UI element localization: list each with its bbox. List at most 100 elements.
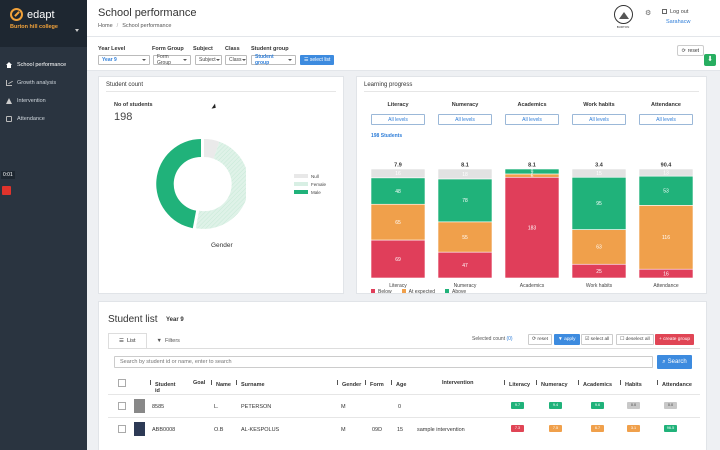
students-count-link[interactable]: 198 Students [371, 133, 403, 139]
chevron-down-icon[interactable] [75, 29, 79, 32]
bar-segment-numeracy-below[interactable] [437, 251, 493, 279]
breadcrumb: Home / School performance [98, 23, 172, 29]
col-gender[interactable]: Gender [337, 380, 361, 388]
sidebar-item-attendance[interactable]: Attendance [0, 110, 87, 128]
bar-segment-attendance-above[interactable] [638, 175, 694, 206]
col-surname[interactable]: Surname [236, 380, 265, 388]
create-group-button[interactable]: + create group [655, 334, 695, 345]
col-numeracy[interactable]: Numeracy [536, 380, 568, 388]
button-label: select all [590, 337, 610, 342]
legend-item-above[interactable]: Above [445, 289, 466, 295]
row-checkbox[interactable] [118, 402, 126, 410]
bar-segment-work-habits-na[interactable] [571, 168, 627, 178]
legend-item-null[interactable]: Null [294, 172, 326, 180]
select-all-button[interactable]: ☑ select all [581, 334, 614, 345]
col-intervention[interactable]: Intervention [442, 380, 474, 386]
col-name[interactable]: Name [211, 380, 231, 388]
col-label: Age [396, 382, 407, 388]
bar-segment-attendance-at-expected[interactable] [638, 205, 694, 270]
bar-segment-work-habits-above[interactable] [571, 176, 627, 230]
bar-segment-numeracy-at-expected[interactable] [437, 221, 493, 253]
legend-item-male[interactable]: Male [294, 188, 326, 196]
progress-col-title-attendance: Attendance [651, 102, 681, 108]
select-all-checkbox[interactable] [118, 379, 126, 387]
bar-segment-literacy-below[interactable] [370, 239, 426, 279]
student-search-input[interactable] [114, 356, 653, 368]
apply-button[interactable]: ▼ apply [554, 334, 580, 345]
all-levels-button-attendance[interactable]: All levels [639, 114, 693, 125]
col-label: Habits [625, 382, 642, 388]
bar-segment-numeracy-above[interactable] [437, 178, 493, 223]
bar-value-label: 183 [528, 225, 537, 231]
bar-segment-literacy-na[interactable] [370, 168, 426, 179]
filter-reset-button[interactable]: ⟳ reset [676, 45, 704, 56]
subject-select[interactable]: Subject [195, 55, 222, 65]
form-group-select[interactable]: Form Group [153, 54, 191, 66]
cell-name: L. [214, 404, 219, 410]
student-group-select[interactable]: Student group [251, 54, 296, 66]
page-header: School performance Home / School performan… [87, 0, 720, 37]
donut-slice-male[interactable] [156, 139, 201, 229]
col-habits[interactable]: Habits [620, 380, 642, 388]
legend-item-below[interactable]: Below [371, 289, 392, 295]
bar-segment-numeracy-na[interactable] [437, 168, 493, 180]
brand-block[interactable]: edapt Burton hill college [0, 0, 87, 47]
table-row[interactable]: 8585 L. PETERSON M 0 9.7 9.4 9.6 0.0 0.0 [108, 394, 700, 417]
donut-slice-female[interactable] [195, 141, 246, 229]
bar-value-label: 78 [462, 198, 468, 204]
x-tick-label: Work habits [586, 283, 613, 289]
breadcrumb-home[interactable]: Home [98, 23, 113, 29]
sort-icon [211, 380, 214, 385]
bar-value-label: 6 [531, 173, 534, 179]
class-select[interactable]: Class [225, 55, 247, 65]
col-attendance[interactable]: Attendance [657, 380, 692, 388]
bar-segment-attendance-na[interactable] [638, 168, 694, 177]
cell-student-id[interactable]: ABB0008 [152, 427, 176, 433]
all-levels-button-work-habits[interactable]: All levels [572, 114, 626, 125]
donut-slice-null[interactable] [204, 139, 220, 159]
cell-student-id[interactable]: 8585 [152, 404, 165, 410]
sidebar-item-intervention[interactable]: Intervention [0, 92, 87, 110]
sort-icon [578, 380, 581, 385]
tab-filters[interactable]: ▼ Filters [147, 333, 190, 348]
download-icon[interactable]: ⬇ [704, 54, 716, 66]
username-link[interactable]: Sarahacw [666, 19, 691, 25]
table-row[interactable]: ABB0008 O.B AL-KESPOLUS M 09D 15 sample … [108, 417, 700, 440]
search-button[interactable]: ⌕ Search [657, 355, 692, 369]
legend-item-expected[interactable]: At expected [401, 289, 435, 295]
deselect-all-button[interactable]: ☐ deselect all [616, 334, 654, 345]
col-literacy[interactable]: Literacy [504, 380, 530, 388]
cell-age: 15 [397, 427, 404, 433]
col-student-id[interactable]: Student id [150, 380, 175, 394]
sidebar-item-label: School performance [17, 62, 67, 68]
sidebar-item-school-performance[interactable]: School performance [0, 56, 87, 74]
record-stop-icon[interactable] [2, 186, 11, 195]
bar-segment-academics-below[interactable] [504, 176, 560, 279]
progress-col-title-academics: Academics [517, 102, 547, 108]
select-list-button[interactable]: ☰ select list [300, 55, 335, 65]
bar-value-label: 69 [395, 257, 401, 263]
nos-label: No of students [114, 102, 153, 108]
sidebar-item-growth-analysis[interactable]: Growth analysis [0, 74, 87, 92]
all-levels-button-numeracy[interactable]: All levels [438, 114, 492, 125]
col-form[interactable]: Form [365, 380, 384, 388]
legend-item-female[interactable]: Female [294, 180, 326, 188]
x-tick-label: Literacy [389, 283, 407, 289]
all-levels-button-literacy[interactable]: All levels [371, 114, 425, 125]
logout-link[interactable]: Log out [662, 9, 688, 15]
col-goal[interactable]: Goal [193, 380, 206, 386]
bar-segment-literacy-above[interactable] [370, 177, 426, 205]
all-levels-button-academics[interactable]: All levels [505, 114, 559, 125]
tab-label: Filters [164, 337, 180, 344]
col-label: Student id [155, 382, 176, 394]
year-level-select[interactable]: Year 9 [98, 55, 150, 65]
bar-segment-academics-above[interactable] [504, 168, 560, 175]
tab-list[interactable]: ☰ List [108, 333, 147, 348]
attendance-score-badge: 96.5 [664, 425, 677, 432]
student-count-panel: Student count No of students 198 Gender … [98, 76, 344, 294]
col-academics[interactable]: Academics [578, 380, 612, 388]
list-reset-button[interactable]: ⟳ reset [528, 334, 553, 345]
gear-icon[interactable]: ⚙ [645, 10, 652, 17]
col-age[interactable]: Age [391, 380, 406, 388]
row-checkbox[interactable] [118, 425, 126, 433]
